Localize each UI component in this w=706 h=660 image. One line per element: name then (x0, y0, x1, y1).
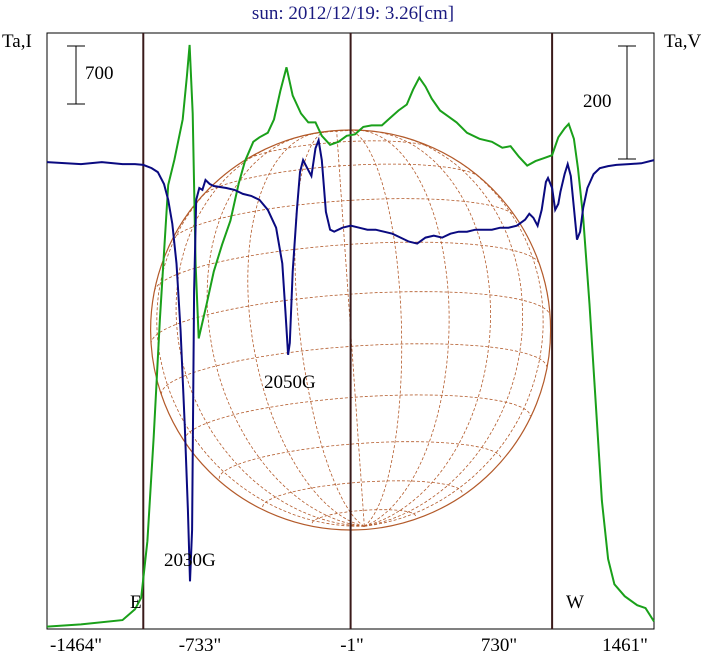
x-tick-label: 730" (480, 635, 518, 656)
x-tick-label: -1464" (49, 635, 103, 656)
x-tick-label: 1461" (602, 635, 648, 656)
longitude-line (357, 129, 450, 527)
x-tick-label: -733" (178, 635, 222, 656)
series-line-V (46, 136, 655, 582)
chart-title: sun: 2012/12/19: 3.26[cm] (251, 3, 455, 24)
longitude-line (206, 136, 365, 527)
scale-bar-left-label: 700 (85, 63, 114, 84)
limb-label-east: E (130, 592, 142, 613)
longitude-line (364, 130, 492, 527)
y-axis-right-label: Ta,V (664, 31, 702, 52)
latitude-line (262, 480, 463, 508)
longitude-line (156, 173, 365, 527)
latitude-line (161, 343, 548, 395)
x-tick-label: -1" (340, 635, 364, 656)
latitude-line (172, 198, 515, 240)
vertical-reference-lines (142, 33, 554, 629)
series-line-I (46, 44, 655, 628)
longitude-line (364, 157, 544, 527)
scale-bars (67, 45, 636, 160)
longitude-line (347, 129, 403, 527)
annotation-2030g: 2030G (164, 550, 216, 571)
longitude-line (336, 130, 365, 527)
data-series (46, 44, 655, 628)
scale-bar-right-label: 200 (583, 91, 612, 112)
longitude-line (175, 144, 365, 527)
limb-label-west: W (566, 592, 584, 613)
latitude-line (184, 394, 531, 441)
y-axis-left-label: Ta,I (2, 31, 32, 52)
latitude-line (154, 241, 540, 291)
annotation-2050g: 2050G (264, 372, 316, 393)
longitude-line (294, 131, 365, 527)
latitude-line (244, 140, 432, 161)
latitude-line (218, 441, 502, 479)
longitude-line (247, 132, 365, 527)
